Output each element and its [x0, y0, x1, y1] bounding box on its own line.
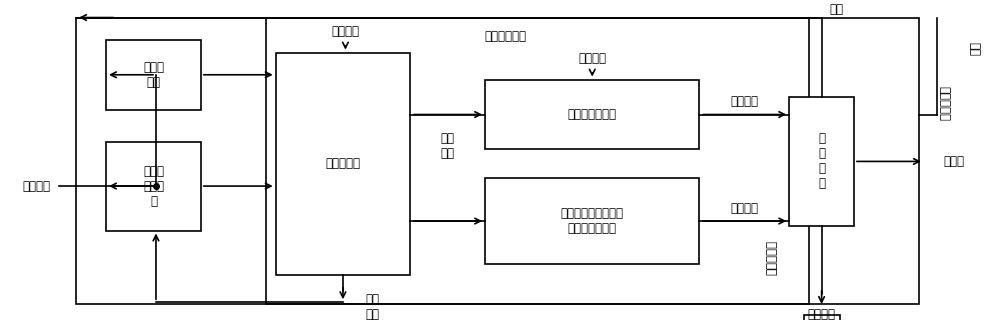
Text: 唤
醒
判
定: 唤 醒 判 定 [818, 132, 825, 190]
Bar [76, 18, 919, 304]
Text: 输入信号: 输入信号 [578, 52, 606, 65]
Bar [789, 97, 854, 226]
Text: 在范围以外: 在范围以外 [766, 240, 779, 275]
Bar [485, 80, 699, 150]
Text: 范围以外: 范围以外 [730, 202, 758, 215]
Text: 三分频
电路: 三分频 电路 [143, 61, 164, 89]
Text: 第一上
升沿检
测: 第一上 升沿检 测 [143, 164, 164, 208]
Bar [266, 18, 809, 304]
Text: 无上升沿: 无上升沿 [730, 95, 758, 108]
Bar [485, 178, 699, 264]
Text: 计数
失败: 计数 失败 [366, 293, 380, 321]
Text: 输入信号: 输入信号 [22, 180, 50, 193]
Text: 第二上升沿检测: 第二上升沿检测 [568, 108, 617, 121]
Text: 上升沿到判定窗口结
束距离范围判定: 上升沿到判定窗口结 束距离范围判定 [561, 207, 624, 235]
Text: 计数
成功: 计数 成功 [441, 132, 455, 160]
Text: 输入信号: 输入信号 [331, 25, 359, 38]
Bar [106, 40, 201, 110]
Text: 判定窗口产生: 判定窗口产生 [484, 30, 526, 43]
Text: 否则: 否则 [967, 42, 980, 56]
Bar [804, 316, 840, 321]
Text: 均满足: 均满足 [944, 155, 965, 168]
Text: 否则: 否则 [830, 3, 844, 16]
Bar [276, 53, 410, 275]
Bar [106, 142, 201, 230]
Text: 出现上升沿: 出现上升沿 [937, 86, 950, 121]
Text: 唤醒信号: 唤醒信号 [808, 308, 836, 321]
Text: 上升沿计数: 上升沿计数 [325, 157, 360, 170]
